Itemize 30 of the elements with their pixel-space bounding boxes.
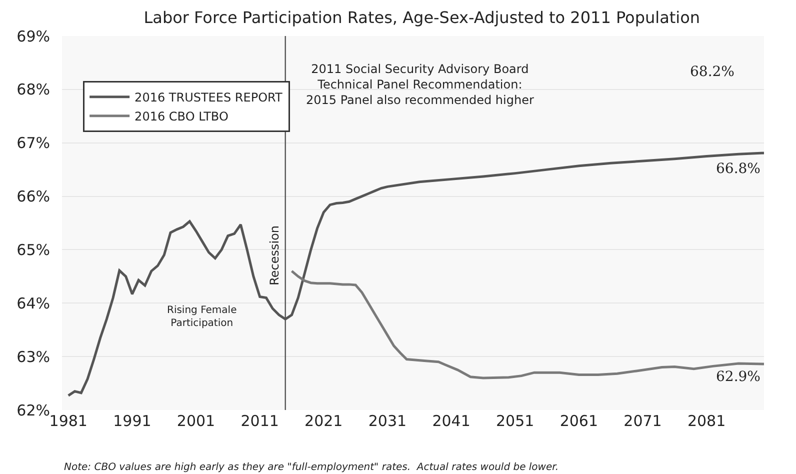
x-tick-label: 2061 (560, 412, 598, 430)
x-tick-label: 2041 (432, 412, 470, 430)
x-tick-label: 2001 (176, 412, 216, 430)
annotation: 66.8% (716, 161, 760, 177)
y-tick-label: 67% (16, 134, 50, 152)
x-tick-label: 2051 (496, 412, 534, 430)
annotation: 68.2% (690, 64, 734, 80)
x-tick-label: 2031 (368, 412, 407, 430)
y-tick-label: 68% (16, 80, 50, 99)
x-tick-label: 1991 (113, 412, 152, 430)
y-tick-label: 65% (16, 240, 50, 259)
y-tick-label: 69% (16, 27, 50, 46)
x-tick-label: 2021 (304, 412, 343, 430)
text: Note: CBO values are high early as they are "full-employment" rates. Actual rates would be lower. (64, 462, 558, 473)
chart-title: Labor Force Participation Rates, Age-Sex-Adjusted to 2011 Population (144, 8, 700, 28)
y-tick-label: 64% (16, 294, 50, 312)
annotation: 2011 Social Security Advisory Board Technical Panel Recommendation: 2015 Panel also recommended higher (306, 62, 534, 108)
legend-label: 2016 CBO LTBO (134, 110, 228, 124)
y-tick-label: 66% (16, 188, 50, 206)
ref-line-label: Recession (267, 225, 282, 286)
y-tick-label: 62% (16, 401, 50, 420)
legend-label: 2016 TRUSTEES REPORT (134, 90, 283, 105)
x-tick-label: 2081 (687, 412, 726, 430)
x-tick-label: 2071 (624, 412, 662, 430)
annotation: Rising Female Participation (167, 305, 237, 329)
x-tick-label: 1981 (49, 412, 88, 430)
annotation: 62.9% (716, 369, 760, 385)
line-series (290, 270, 764, 380)
x-tick-label: 2011 (240, 412, 279, 430)
y-tick-label: 63% (16, 348, 50, 366)
